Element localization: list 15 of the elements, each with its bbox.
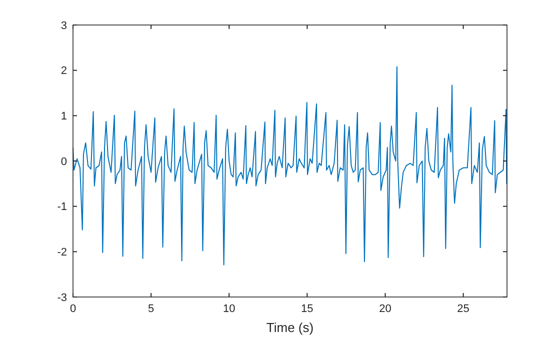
y-tick-label: -1 xyxy=(57,201,67,214)
y-tick-label: -3 xyxy=(57,292,67,304)
x-tick-label: 20 xyxy=(379,303,392,315)
y-tick-label: 0 xyxy=(60,156,67,168)
x-tick-label: 10 xyxy=(222,303,236,315)
x-tick-label: 25 xyxy=(457,303,470,315)
x-axis-title: Time (s) xyxy=(266,320,314,335)
y-tick-label: 1 xyxy=(60,110,67,123)
y-tick-label: -2 xyxy=(57,246,67,259)
y-tick-label: 3 xyxy=(60,20,67,32)
x-tick-label: 15 xyxy=(301,303,314,315)
y-tick-label: 2 xyxy=(60,65,67,78)
x-tick-label: 0 xyxy=(70,303,76,315)
line-series xyxy=(72,66,508,266)
x-tick-label: 5 xyxy=(148,303,154,315)
